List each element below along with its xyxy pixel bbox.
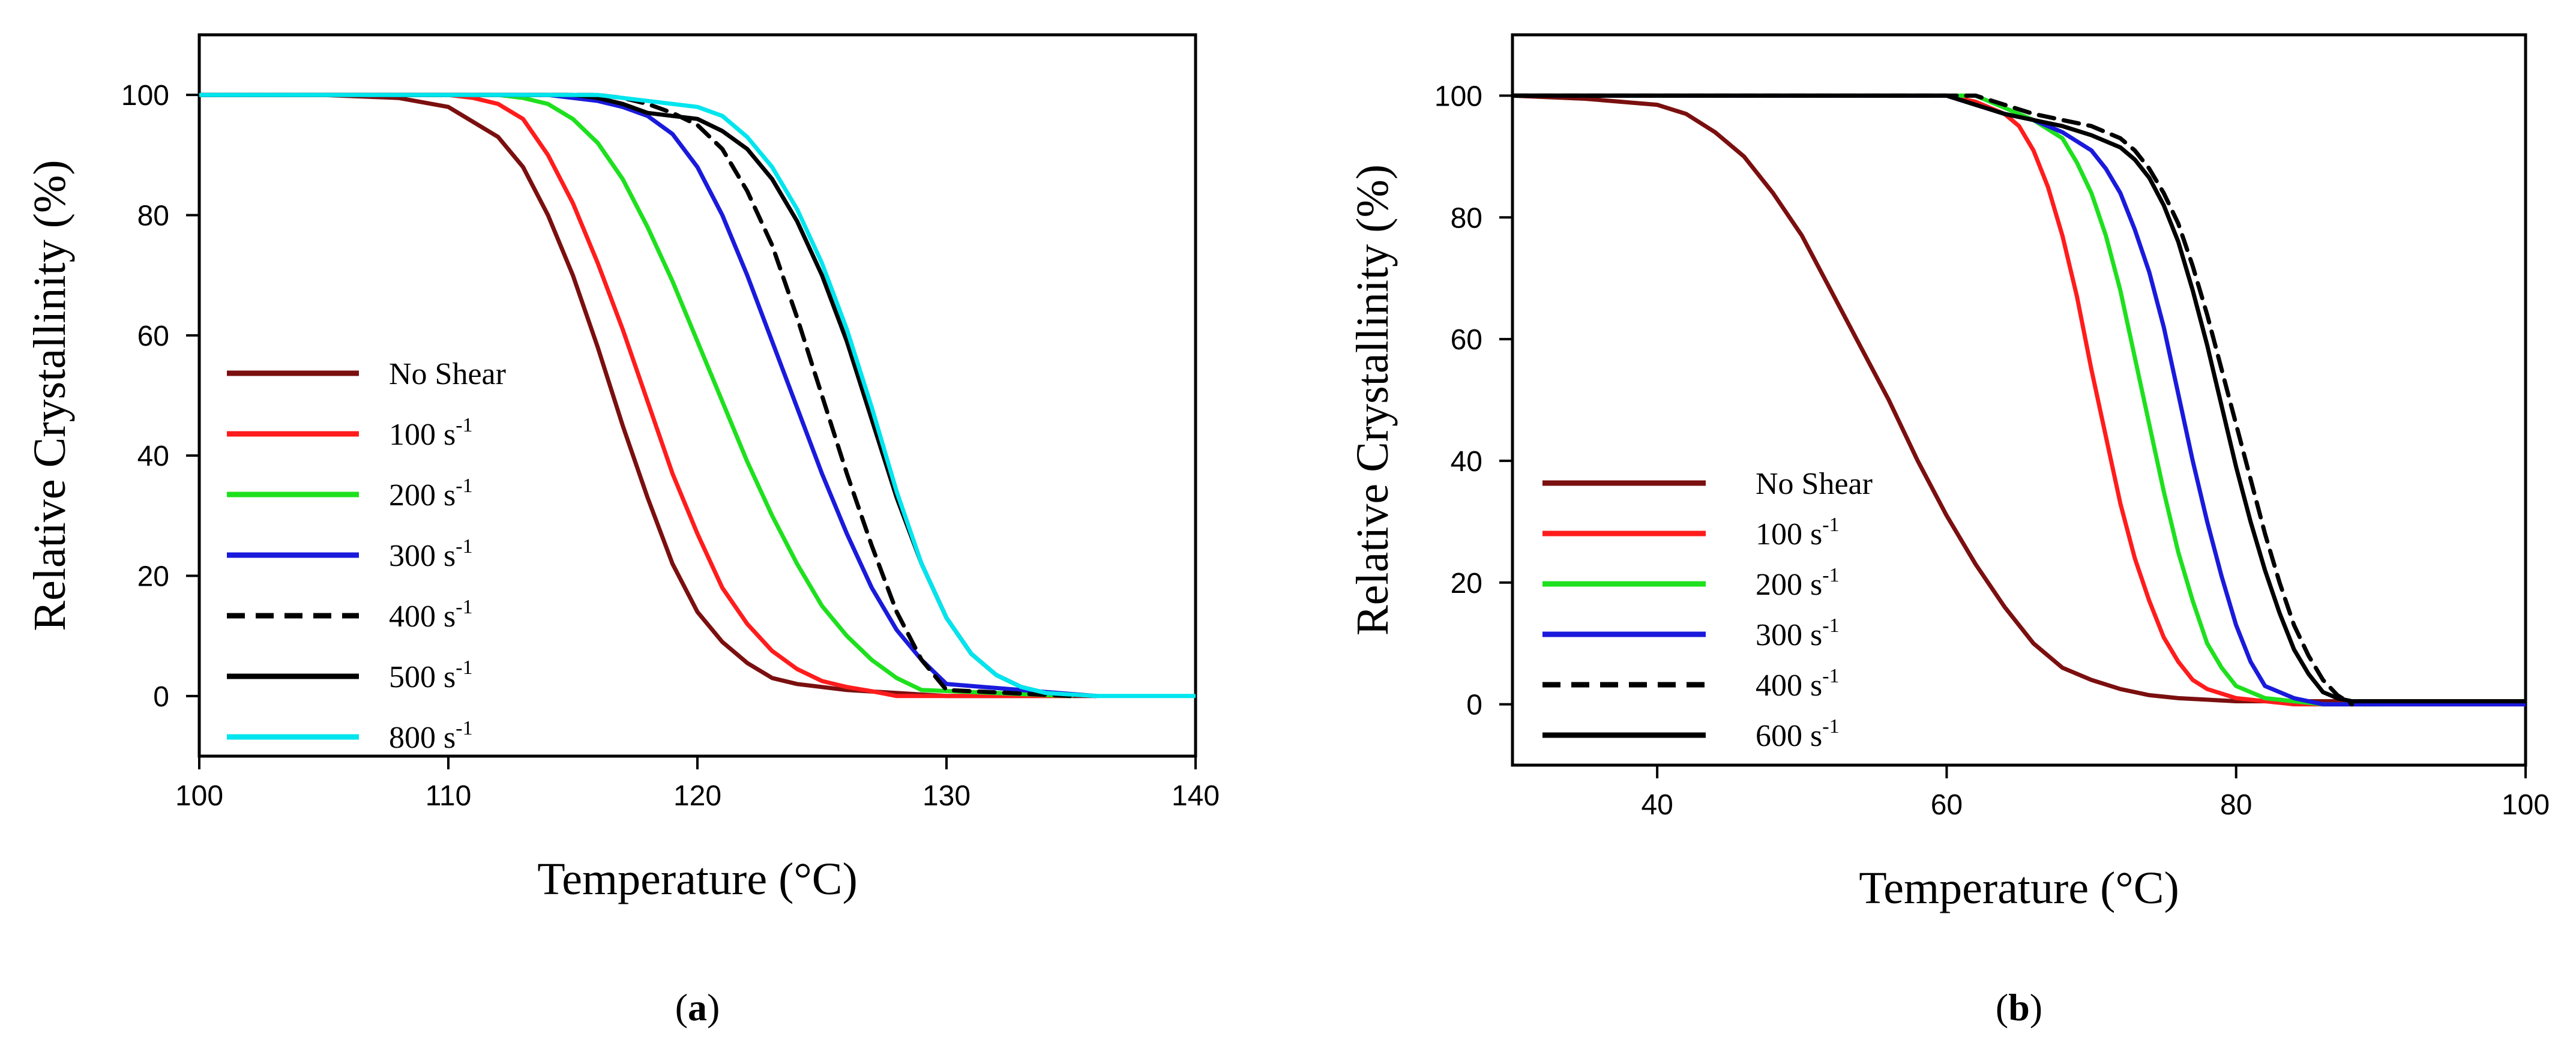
x-axis-title: Temperature (°C): [1859, 863, 2179, 913]
legend-label: 200 s-1: [1756, 564, 1840, 602]
series-line-6: [1512, 93, 2526, 703]
legend-label: No Shear: [389, 357, 506, 391]
series-line-5: [1512, 93, 2355, 707]
legend-label: 500 s-1: [389, 657, 473, 694]
x-tick-label: 130: [922, 780, 971, 812]
x-tick-label: 60: [1931, 789, 1963, 821]
y-tick-label: 20: [137, 561, 169, 593]
x-tick-label: 120: [673, 780, 721, 812]
legend-label: 800 s-1: [389, 717, 473, 755]
y-tick-label: 0: [1466, 690, 1482, 721]
y-tick-label: 100: [1434, 80, 1482, 112]
series-line-2: [1512, 93, 2526, 707]
series-line-4: [1512, 93, 2526, 707]
y-tick-label: 20: [1451, 568, 1482, 600]
y-tick-label: 60: [1451, 324, 1482, 356]
legend-label: 300 s-1: [1756, 615, 1840, 652]
panel-a-chart: 100 110 120 130 140 0 20 40 60 80 100 Temperature (…: [25, 33, 1220, 1029]
y-tick-label: 80: [137, 200, 169, 232]
legend-label: 100 s-1: [1756, 514, 1840, 552]
x-axis-title: Temperature (°C): [537, 854, 858, 904]
legend-label: No Shear: [1756, 467, 1873, 501]
plot-area-frame: [1511, 33, 2527, 767]
legend: No Shear 100 s-1 200 s-1 300 s-1 400 s-1 600 …: [1542, 467, 1873, 753]
y-tick-label: 100: [121, 80, 169, 112]
y-tick-label: 40: [1451, 446, 1482, 478]
panel-label: (b): [1996, 986, 2042, 1029]
y-tick-label: 0: [153, 681, 169, 713]
x-tick-label: 80: [2220, 789, 2252, 821]
x-tick-label: 40: [1641, 789, 1673, 821]
legend-label: 300 s-1: [389, 535, 473, 573]
legend-label: 600 s-1: [1756, 715, 1840, 753]
x-tick-label: 110: [426, 780, 472, 812]
y-tick-label: 40: [137, 440, 169, 472]
series-line-2: [199, 92, 1073, 699]
y-tick-label: 60: [137, 320, 169, 352]
legend-label: 100 s-1: [389, 414, 473, 452]
series-line-4: [199, 92, 1098, 699]
legend: No Shear 100 s-1 200 s-1 300 s-1 400 s-1 500 …: [227, 357, 506, 755]
x-tick-label: 140: [1172, 780, 1220, 812]
panel-b-chart: 40 60 80 100 0 20 40 60 80 100 Temperature (°C) Rel…: [1347, 33, 2550, 1029]
legend-label: 400 s-1: [1756, 665, 1840, 703]
legend-label: 400 s-1: [389, 596, 473, 634]
series-line-5: [199, 92, 1073, 699]
x-tick-label: 100: [175, 780, 223, 812]
series-line-1: [1512, 93, 2526, 703]
y-tick-label: 80: [1451, 202, 1482, 234]
plot-area-frame: [197, 33, 1197, 758]
series-line-7: [199, 92, 1196, 699]
y-axis-title: Relative Crystallinity (%): [1347, 164, 1398, 636]
x-tick-label: 100: [2502, 789, 2550, 821]
panel-label: (a): [675, 986, 720, 1029]
legend-label: 200 s-1: [389, 475, 473, 512]
series-line-3: [1512, 93, 2383, 707]
series-line-3: [199, 92, 1073, 699]
y-axis-title: Relative Crystallinity (%): [25, 160, 75, 631]
series-line-1: [199, 92, 1098, 699]
